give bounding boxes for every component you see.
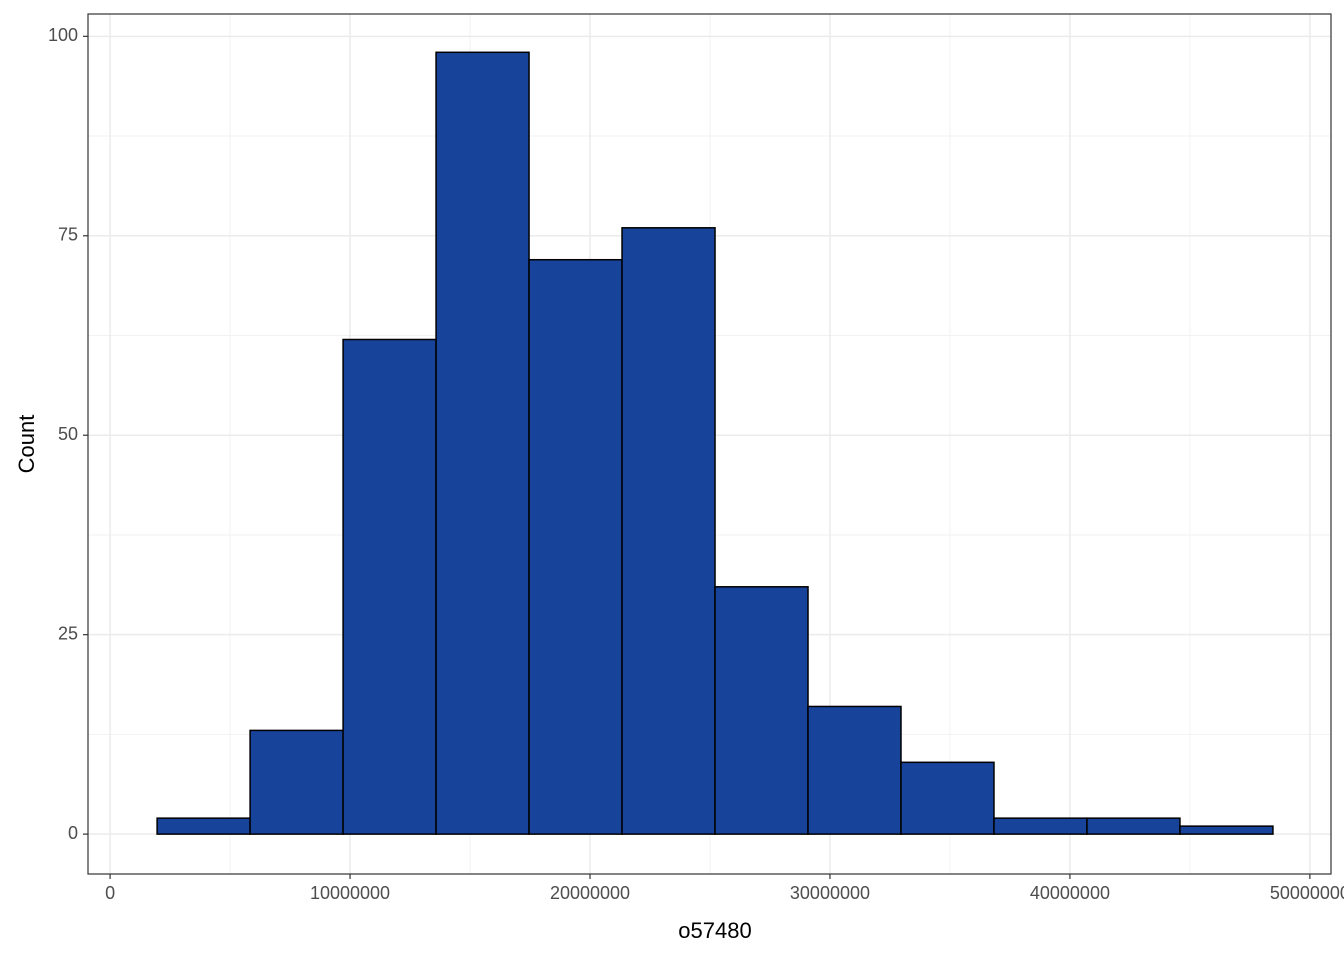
bar (435, 51, 530, 835)
y-tick-label: 100 (48, 25, 78, 45)
panel-border (87, 13, 1332, 875)
x-tick-label: 40000000 (1030, 883, 1110, 903)
bar (528, 258, 623, 835)
bar (1179, 825, 1274, 835)
y-tick-label: 50 (58, 424, 78, 444)
bar (807, 705, 902, 835)
y-axis-title: Count (14, 415, 39, 474)
y-tick-label: 0 (68, 823, 78, 843)
x-tick-label: 50000000 (1270, 883, 1344, 903)
bar (156, 817, 251, 835)
bar (342, 338, 437, 835)
x-tick-label: 20000000 (550, 883, 630, 903)
y-tick-label: 75 (58, 225, 78, 245)
bar (621, 227, 716, 835)
bar (1086, 817, 1181, 835)
bar (249, 729, 344, 835)
x-axis-title: o57480 (678, 918, 751, 943)
y-tick-label: 25 (58, 623, 78, 643)
bar (900, 761, 995, 835)
x-tick-label: 30000000 (790, 883, 870, 903)
x-tick-label: 10000000 (310, 883, 390, 903)
bar (714, 586, 809, 835)
bar (993, 817, 1088, 835)
x-tick-label: 0 (105, 883, 115, 903)
